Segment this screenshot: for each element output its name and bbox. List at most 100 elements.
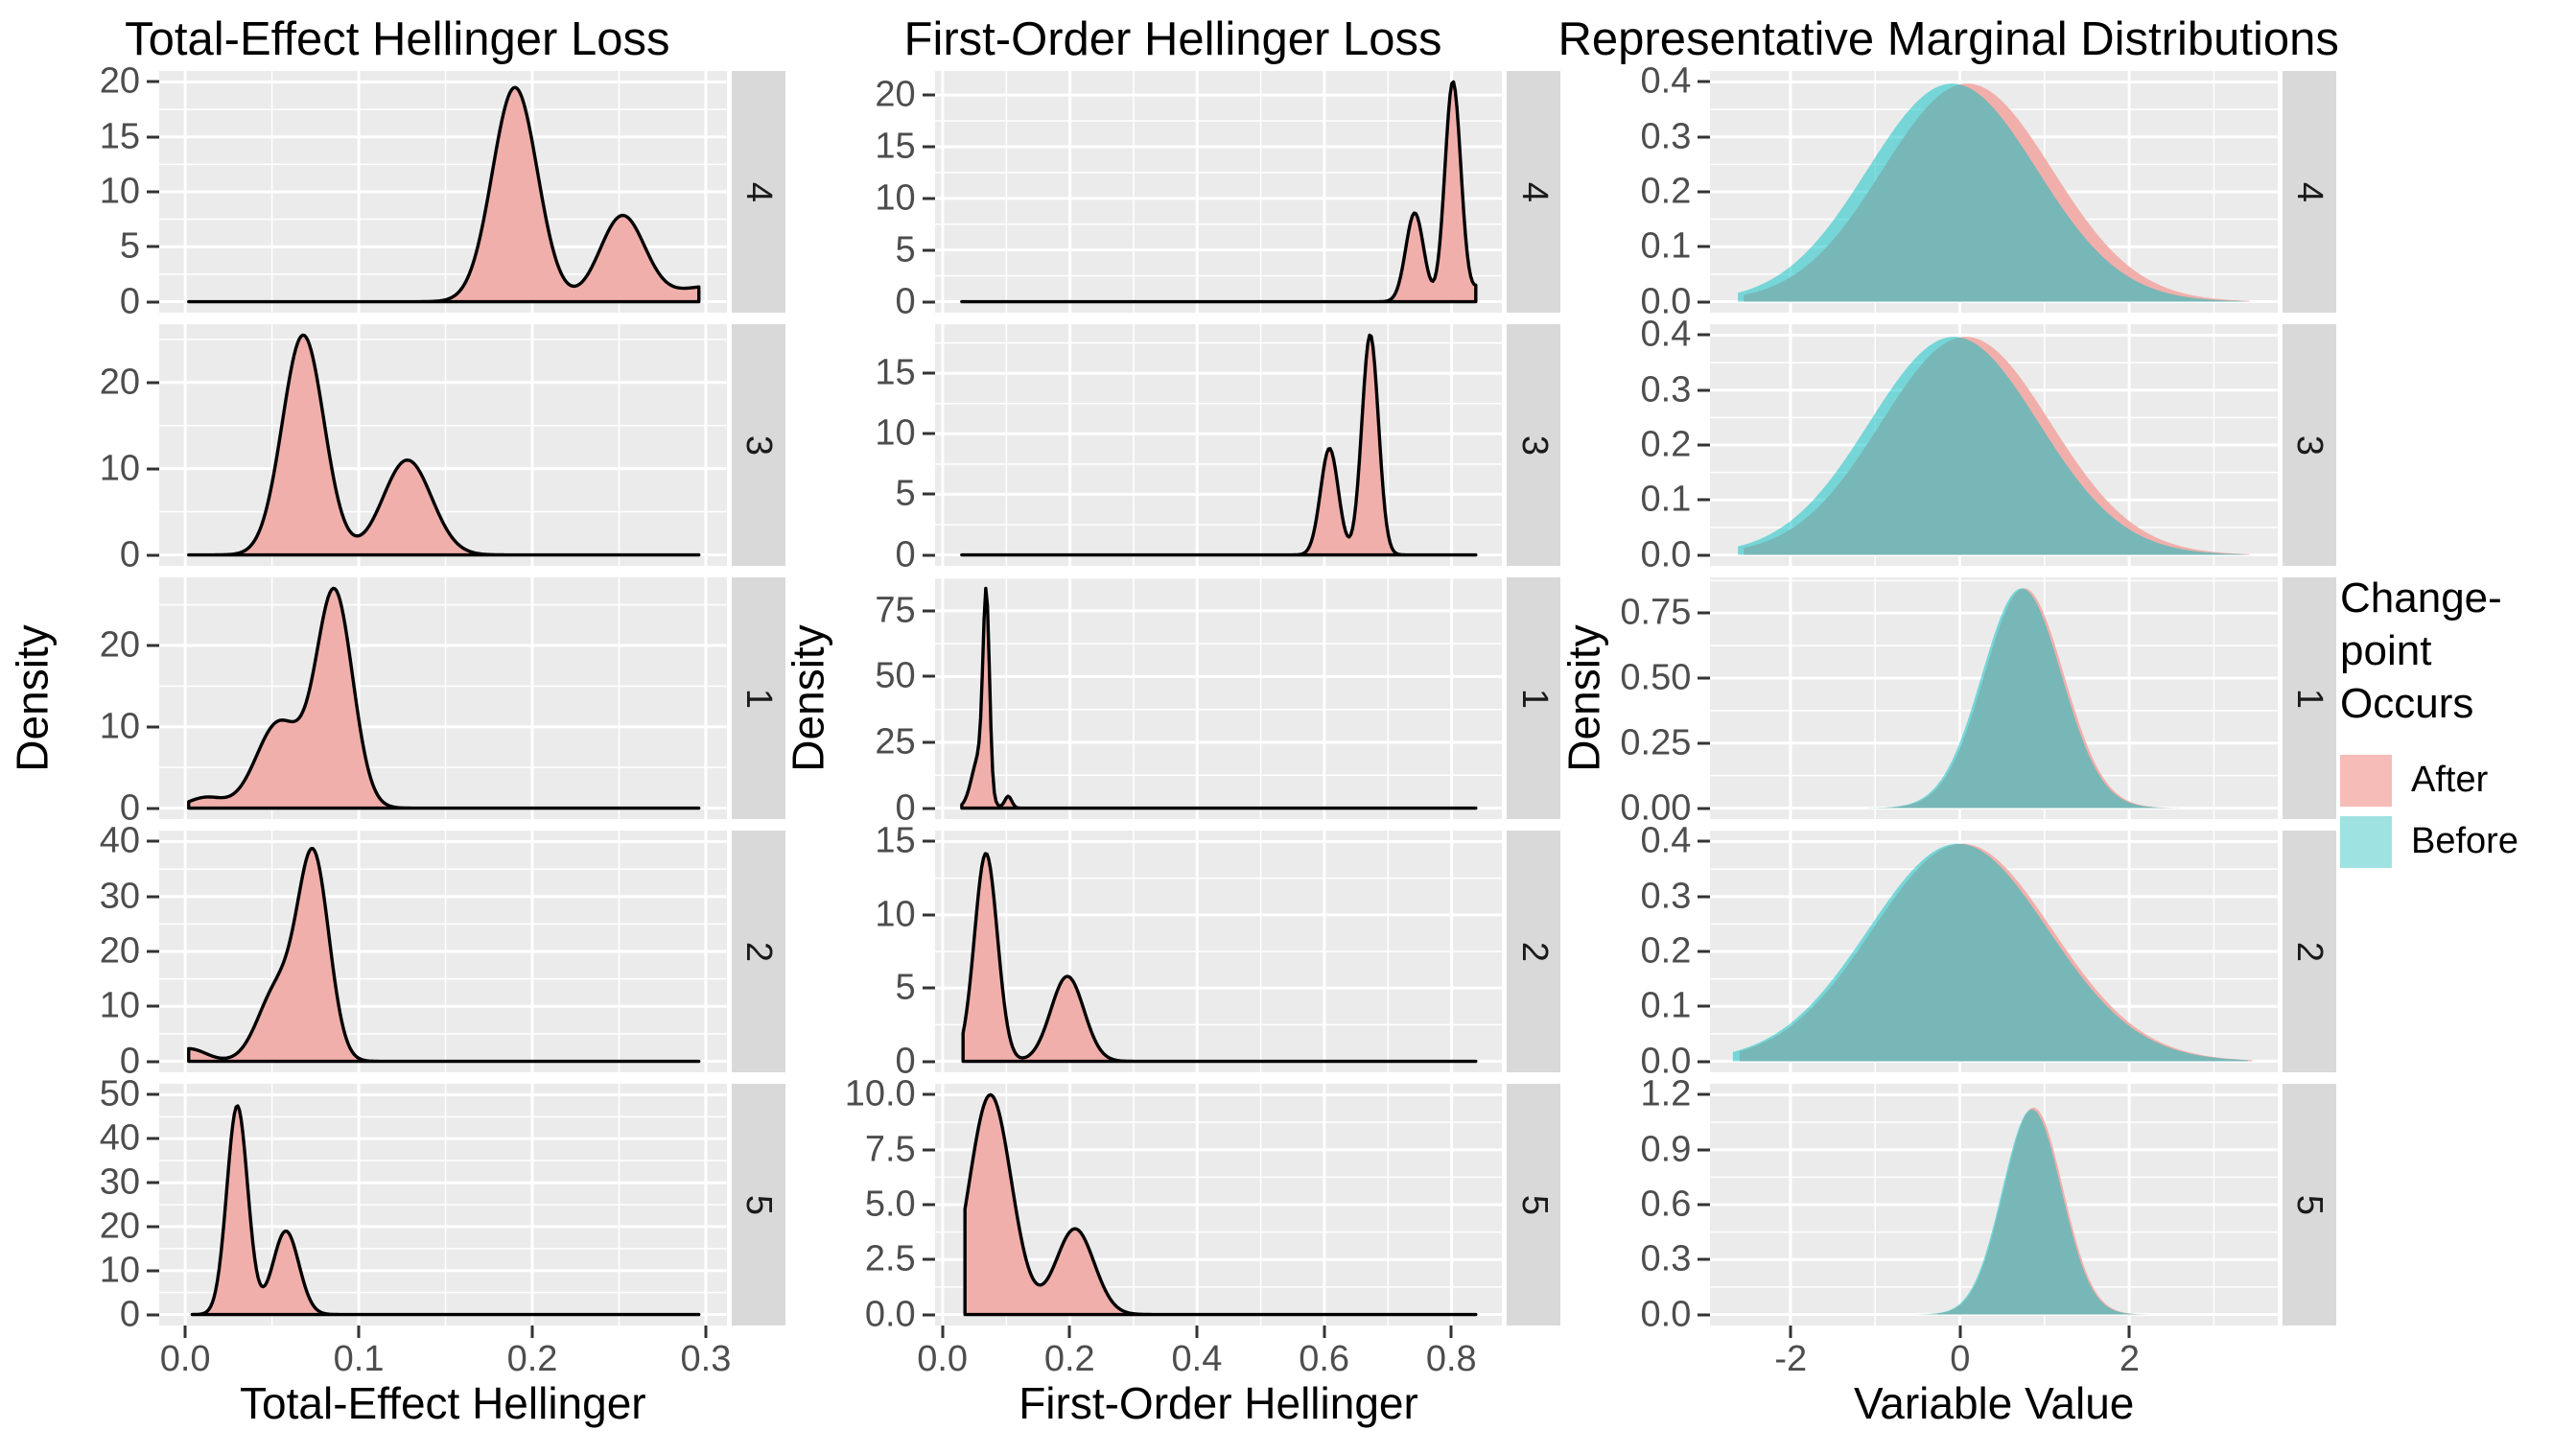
x-tick-mark xyxy=(2127,1325,2131,1338)
x-tick-mark xyxy=(183,1325,187,1338)
y-axis-gutter: 0 5 10 15 20 xyxy=(831,71,935,321)
y-tick-mark xyxy=(1698,1092,1711,1096)
facet-label: 3 xyxy=(738,434,780,456)
x-tick-label: 0.0 xyxy=(159,1339,211,1379)
y-tick-label: 0.0 xyxy=(1640,281,1692,322)
y-tick-mark xyxy=(147,725,159,729)
y-axis-gutter: 0.0 0.1 0.2 0.3 0.4 xyxy=(1606,821,1711,1081)
panel-row-facet-3: 0 5 10 15 3 xyxy=(831,324,1561,575)
x-tick-label: 0.8 xyxy=(1425,1339,1477,1379)
density-curve-after xyxy=(189,588,699,808)
density-curve-after xyxy=(962,335,1476,554)
x-axis-gutter-spacer xyxy=(56,1325,159,1375)
facet-label: 3 xyxy=(1513,434,1555,456)
x-tick-label: 0.0 xyxy=(917,1339,969,1379)
x-tick-mark xyxy=(1067,1325,1071,1338)
panel-svg-3-4 xyxy=(1710,71,2278,313)
y-tick-mark xyxy=(1698,80,1711,83)
column-panels: 0 5 10 15 20 4 0 5 10 15 3 0 25 50 75 1 0 5 10 15 2 0.0 2.5 5.0… xyxy=(831,71,1561,1431)
x-tick-label: 0.6 xyxy=(1299,1339,1350,1379)
x-axis-row: -2 0 2 xyxy=(1606,1325,2336,1379)
y-tick-mark xyxy=(147,300,159,304)
y-axis-gutter: 0 5 10 15 xyxy=(831,324,935,575)
y-tick-label: 10 xyxy=(99,706,140,747)
column-body: Density 0 5 10 15 20 4 0 10 20 3 0 10 20 1 0 10 20 30 40 2 0 1… xyxy=(8,61,785,1431)
column-panels: 0.0 0.1 0.2 0.3 0.4 4 0.0 0.1 0.2 0.3 0.4 3 0.00 0.25… xyxy=(1606,61,2337,1431)
panel-facet-2 xyxy=(1710,831,2279,1072)
y-tick-label: 15 xyxy=(875,352,916,393)
y-tick-mark xyxy=(147,245,159,248)
y-tick-mark xyxy=(147,839,159,843)
y-tick-mark xyxy=(147,950,159,953)
density-curve-after xyxy=(965,1094,1476,1314)
facet-strip: 2 xyxy=(731,831,785,1072)
density-curve-after xyxy=(192,1106,698,1314)
facet-strip: 3 xyxy=(1507,324,1561,566)
density-curve-after xyxy=(189,87,699,301)
panel-facet-2 xyxy=(159,831,727,1072)
x-tick-mark xyxy=(1323,1325,1326,1338)
facet-label: 1 xyxy=(1513,688,1555,709)
y-tick-label: 10.0 xyxy=(844,1073,916,1114)
column-title: Representative Marginal Distributions xyxy=(1557,13,2339,65)
y-tick-label: 10 xyxy=(875,894,916,935)
x-tick-mark xyxy=(704,1325,708,1338)
x-axis-strip-spacer xyxy=(1502,1325,1560,1375)
y-tick-label: 10 xyxy=(875,412,916,454)
y-tick-mark xyxy=(147,1060,159,1064)
y-tick-label: 0.9 xyxy=(1640,1129,1692,1170)
panel-svg-1-1 xyxy=(159,577,727,819)
panel-facet-4 xyxy=(1710,71,2279,313)
y-tick-label: 20 xyxy=(99,362,140,403)
y-tick-mark xyxy=(1698,190,1711,194)
y-tick-mark xyxy=(1698,839,1711,843)
y-tick-mark xyxy=(147,467,159,471)
panel-svg-2-1 xyxy=(935,577,1503,819)
x-axis-title: First-Order Hellinger xyxy=(1019,1378,1418,1428)
column-body: Density 0.0 0.1 0.2 0.3 0.4 4 0.0 0.1 0.2 0.3 0.4 3 0… xyxy=(1558,61,2337,1431)
facet-label: 1 xyxy=(738,688,780,709)
density-curve-after xyxy=(189,335,699,554)
panel-svg-1-2 xyxy=(159,831,727,1072)
x-axis: -2 0 2 xyxy=(1710,1325,2278,1379)
x-title-gutter-spacer xyxy=(56,1375,159,1431)
y-tick-mark xyxy=(922,197,935,200)
y-tick-mark xyxy=(922,492,935,496)
facet-strip: 5 xyxy=(1507,1084,1561,1325)
x-title-strip-spacer xyxy=(2278,1375,2336,1431)
panel-row-facet-2: 0.0 0.1 0.2 0.3 0.4 2 xyxy=(1606,821,2337,1081)
y-axis-title: Density xyxy=(8,624,59,772)
y-axis-title-slot: Density xyxy=(8,71,59,1431)
panel-row-facet-1: 0.00 0.25 0.50 0.75 1 xyxy=(1606,577,2337,828)
y-tick-mark xyxy=(922,1092,935,1096)
column-body: Density 0 5 10 15 20 4 0 5 10 15 3 0 25 50 75 1 0 5 10 15 2 0.… xyxy=(784,71,1561,1431)
y-tick-label: 0.0 xyxy=(1640,1041,1692,1082)
panel-row-facet-3: 0 10 20 3 xyxy=(56,324,785,575)
x-axis-title-row: First-Order Hellinger xyxy=(831,1375,1561,1431)
y-tick-label: 0.00 xyxy=(1620,787,1692,829)
panel-facet-5 xyxy=(1710,1084,2279,1325)
y-tick-mark xyxy=(1698,895,1711,899)
y-tick-mark xyxy=(147,381,159,385)
y-tick-mark xyxy=(1698,1060,1711,1064)
y-tick-mark xyxy=(922,1060,935,1064)
y-axis-gutter: 0.0 0.1 0.2 0.3 0.4 xyxy=(1606,315,1711,575)
panel-facet-5 xyxy=(934,1084,1503,1325)
y-tick-label: 0.50 xyxy=(1620,657,1692,698)
y-tick-label: 0 xyxy=(895,1041,916,1082)
y-tick-mark xyxy=(147,1225,159,1229)
y-tick-label: 0 xyxy=(119,534,140,575)
y-tick-label: 10 xyxy=(99,448,140,489)
y-tick-label: 30 xyxy=(99,876,140,917)
panel-row-facet-4: 0 5 10 15 20 4 xyxy=(831,71,1561,321)
y-axis-gutter: 0 25 50 75 xyxy=(831,577,935,828)
y-tick-label: 15 xyxy=(99,116,140,157)
y-tick-label: 0.6 xyxy=(1640,1184,1692,1225)
y-tick-mark xyxy=(1698,388,1711,392)
legend-item-after: After xyxy=(2340,754,2572,807)
panel-row-facet-5: 0 10 20 30 40 50 5 xyxy=(56,1074,785,1334)
y-tick-mark xyxy=(147,895,159,899)
x-tick-label: 0 xyxy=(1950,1339,1971,1379)
facet-label: 4 xyxy=(1513,181,1555,202)
x-axis-strip-spacer xyxy=(2278,1325,2336,1375)
